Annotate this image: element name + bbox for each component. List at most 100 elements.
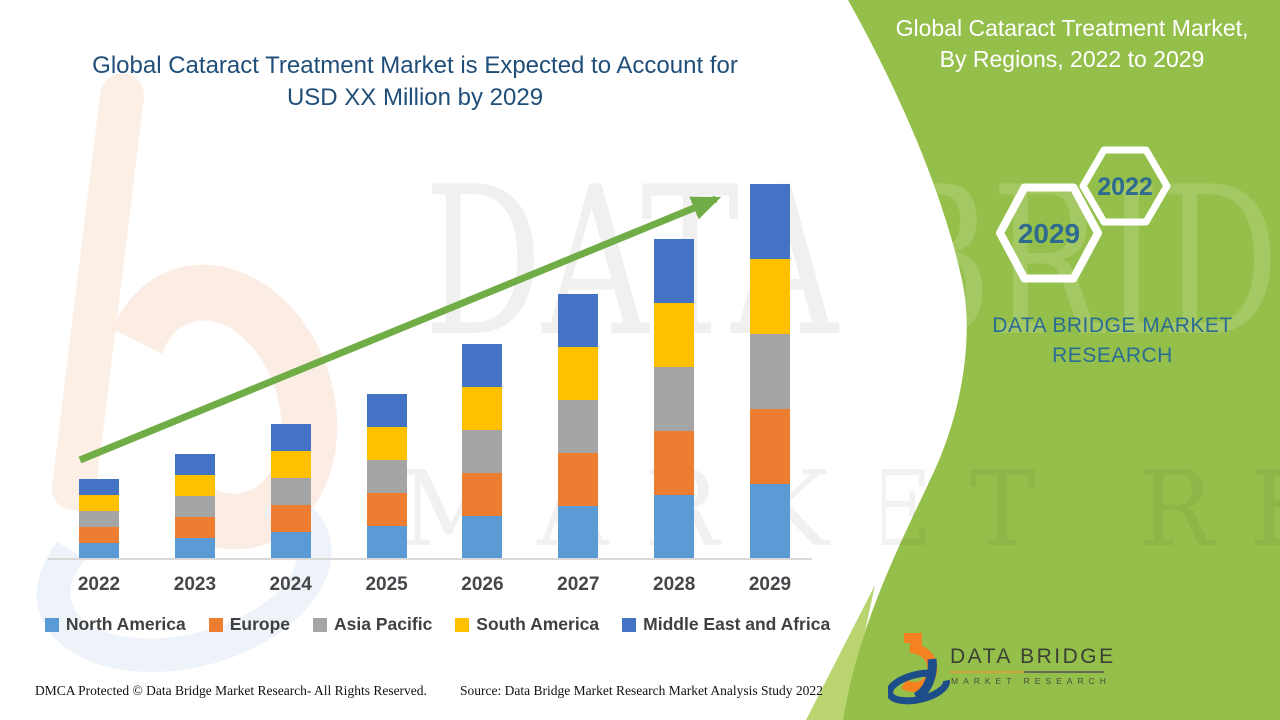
segment-asia-pacific (366, 460, 407, 493)
bar-2025 (366, 394, 407, 559)
segment-north-america (750, 484, 790, 559)
brand-text-line1: DATA BRIDGE MARKET (992, 314, 1233, 337)
chart-title-line2: USD XX Million by 2029 (286, 84, 544, 111)
legend-item-south-america: South America (455, 614, 599, 635)
bar-2029 (750, 184, 790, 559)
x-axis-label-2023: 2023 (173, 574, 217, 595)
legend-label: Middle East and Africa (643, 614, 831, 634)
segment-middle-east-and-africa (366, 394, 407, 427)
hexagon-2022-label: 2022 (1097, 173, 1153, 201)
legend-item-asia-pacific: Asia Pacific (313, 614, 432, 635)
legend-swatch (622, 617, 637, 632)
segment-europe (174, 517, 215, 538)
segment-middle-east-and-africa (462, 344, 503, 387)
segment-asia-pacific (462, 430, 503, 473)
chart-legend: North America Europe Asia Pacific South Ame… (40, 614, 835, 635)
logo-blue-stem (913, 658, 937, 702)
panel-heading: Global Cataract Treatment Market, By Reg… (872, 13, 1272, 75)
segment-north-america (654, 495, 695, 559)
legend-label: North America (65, 614, 186, 634)
hexagon-2029-label: 2029 (1017, 218, 1081, 249)
legend-swatch (455, 617, 470, 632)
logo-name: DATA BRIDGE (950, 645, 1116, 668)
segment-north-america (558, 506, 599, 559)
segment-europe (462, 473, 503, 516)
legend-label: Europe (229, 614, 291, 634)
bar-2023 (174, 454, 215, 559)
segment-asia-pacific (79, 511, 119, 527)
hexagon-2029 (996, 183, 1102, 283)
segment-north-america (462, 516, 503, 559)
stacked-bar-chart: 2022 2023 2024 2025 2026 2027 2028 2029 (77, 184, 792, 595)
brand-text: DATA BRIDGE MARKET RESEARCH (935, 311, 1280, 371)
segment-europe (654, 431, 695, 495)
segment-asia-pacific (654, 367, 695, 431)
segment-europe (366, 493, 407, 526)
segment-north-america (174, 538, 215, 559)
legend-swatch (313, 617, 328, 632)
segment-europe (558, 453, 599, 506)
green-panel-corner-wedge (806, 585, 875, 720)
segment-north-america (366, 526, 407, 559)
logo-subtitle: MARKET RESEARCH (951, 676, 1111, 686)
legend-item-north-america: North America (44, 614, 186, 635)
x-axis-label-2029: 2029 (748, 574, 792, 595)
segment-north-america (270, 532, 311, 559)
segment-asia-pacific (174, 496, 215, 517)
x-axis-label-2024: 2024 (269, 574, 312, 595)
legend-item-europe: Europe (208, 614, 291, 635)
segment-europe (270, 505, 311, 532)
segment-south-america (750, 259, 790, 334)
segment-south-america (174, 475, 215, 496)
segment-south-america (366, 427, 407, 460)
segment-middle-east-and-africa (558, 294, 599, 347)
x-axis-label-2028: 2028 (653, 574, 696, 595)
segment-south-america (270, 451, 311, 478)
segment-middle-east-and-africa (79, 479, 119, 495)
legend-label: South America (476, 614, 600, 634)
x-axis-label-2027: 2027 (557, 574, 600, 595)
green-panel-path (843, 0, 1280, 720)
x-axis-line (48, 558, 812, 560)
dmca-notice: DMCA Protected © Data Bridge Market Rese… (35, 683, 427, 698)
bar-2024 (270, 424, 311, 559)
segment-asia-pacific (750, 334, 790, 409)
segment-europe (750, 409, 790, 484)
segment-asia-pacific (270, 478, 311, 505)
segment-asia-pacific (558, 400, 599, 453)
segment-south-america (79, 495, 119, 511)
segment-south-america (558, 347, 599, 400)
hexagon-2022 (1079, 146, 1171, 226)
source-note: Source: Data Bridge Market Research Mark… (460, 683, 823, 698)
legend-label: Asia Pacific (334, 614, 433, 634)
dbmr-logo-mark (888, 633, 950, 705)
chart-title-line1: Global Cataract Treatment Market is Expe… (92, 52, 738, 79)
x-axis-label-2022: 2022 (77, 574, 121, 595)
segment-europe (79, 527, 119, 543)
legend-item-middle-east-and-africa: Middle East and Africa (622, 614, 830, 635)
segment-middle-east-and-africa (174, 454, 215, 475)
x-axis-label-2026: 2026 (461, 574, 504, 595)
legend-swatch (44, 617, 59, 632)
segment-middle-east-and-africa (750, 184, 790, 259)
brand-text-line2: RESEARCH (1052, 344, 1173, 367)
x-axis-label-2025: 2025 (365, 574, 408, 595)
segment-middle-east-and-africa (654, 239, 695, 303)
bar-2027 (558, 294, 599, 559)
bar-2022 (79, 479, 119, 559)
segment-south-america (462, 387, 503, 430)
panel-heading-line1: Global Cataract Treatment Market, (895, 15, 1249, 41)
logo-underline (950, 671, 1104, 673)
trend-arrow (78, 195, 722, 464)
dbmr-logo: DATA BRIDGE MARKET RESEARCH (888, 633, 1128, 711)
chart-title: Global Cataract Treatment Market is Expe… (50, 50, 780, 114)
segment-middle-east-and-africa (270, 424, 311, 451)
legend-swatch (208, 617, 223, 632)
year-hexagons (996, 146, 1171, 283)
segment-south-america (654, 303, 695, 367)
segment-north-america (79, 543, 119, 559)
bar-2028 (654, 239, 695, 559)
panel-heading-line2: By Regions, 2022 to 2029 (939, 46, 1205, 72)
